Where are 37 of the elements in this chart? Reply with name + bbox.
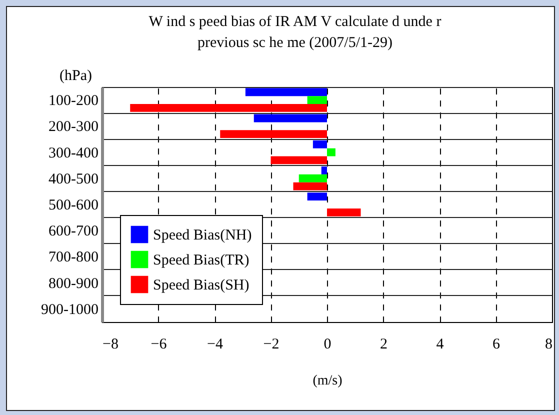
x-tick-label: −8: [102, 336, 118, 352]
x-tick-label: 8: [545, 336, 552, 352]
bar: [307, 192, 327, 201]
y-tick-label: 300-400: [48, 145, 98, 162]
bar: [327, 208, 361, 216]
bar: [220, 130, 327, 138]
y-tick-label: 500-600: [48, 198, 98, 214]
x-axis-title: (m/s): [312, 374, 343, 388]
legend-label: Speed Bias(NH): [153, 228, 252, 244]
y-tick-label: 800-900: [48, 276, 98, 292]
bar: [307, 96, 327, 104]
bar: [270, 156, 327, 164]
x-tick-label: 0: [324, 336, 332, 352]
y-tick-label: 900-1000: [41, 302, 98, 318]
x-tick-label: 2: [380, 336, 388, 352]
bar: [327, 148, 336, 156]
bar: [245, 88, 327, 96]
y-tick-label: 700-800: [48, 250, 98, 266]
y-tick-label: 100-200: [48, 93, 98, 110]
y-tick-label: 600-700: [48, 224, 98, 240]
chart-title: W ind s peed bias of IR AM V calculate d unde r previous sc he me (2007/5/1-29): [148, 13, 442, 53]
x-tick-label: −2: [263, 336, 280, 352]
legend-label: Speed Bias(SH): [153, 278, 250, 294]
x-tick-label: 6: [492, 336, 500, 352]
y-tick-label: 200-300: [48, 119, 98, 136]
x-tick-label: −6: [150, 336, 168, 352]
bar: [254, 114, 327, 122]
x-tick-label: −4: [207, 336, 224, 352]
legend-label: Speed Bias(TR): [153, 252, 250, 268]
y-tick-label: 400-500: [48, 171, 98, 188]
y-axis-title: (hPa): [60, 68, 92, 84]
bar: [321, 166, 327, 174]
bar: [312, 140, 327, 148]
bar: [130, 104, 327, 112]
bar: [293, 182, 327, 190]
x-tick-label: 4: [436, 336, 444, 352]
bar: [298, 174, 327, 182]
